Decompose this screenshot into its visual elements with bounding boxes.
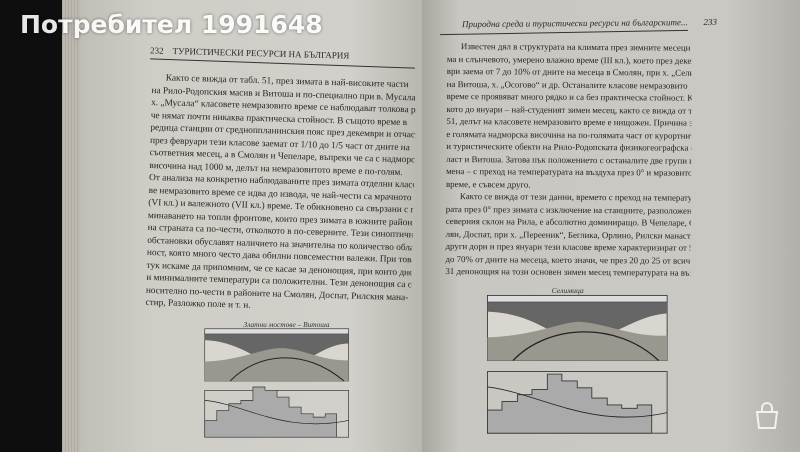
right-figure: Селимица xyxy=(487,286,668,434)
right-page-number: 233 xyxy=(703,16,718,28)
hatched-area xyxy=(487,321,668,361)
left-page-number: 232 xyxy=(149,45,164,56)
background-dark xyxy=(0,0,62,452)
right-page-text: Известен дял в структурата на климата пр… xyxy=(445,40,692,279)
text-line: време се проявяват много рядко и са без … xyxy=(446,90,692,103)
text-line: Известен дял в структурата на климата пр… xyxy=(460,41,692,53)
text-line: 31 денонощия на този основен зимен месец… xyxy=(445,265,691,278)
right-header-title: Природна среда и туристически ресурси на… xyxy=(461,17,688,30)
hatched-area xyxy=(204,348,349,381)
bazar-logo xyxy=(740,402,794,448)
left-figure: Златни мостове – Витоша xyxy=(204,320,349,438)
right-page xyxy=(422,0,800,452)
month-header-row xyxy=(487,294,668,303)
curve xyxy=(229,357,345,382)
precip-line xyxy=(204,400,349,425)
precip-bars xyxy=(487,373,653,434)
left-page-text: Както се вижда от табл. 51, през зимата … xyxy=(145,72,417,317)
text-line: Както се вижда от тези данни, времето с … xyxy=(459,191,691,203)
watermark-user: Потребител 1991648 xyxy=(20,10,323,39)
right-figure-title: Селимица xyxy=(552,286,584,295)
curve xyxy=(512,331,660,361)
month-header-row xyxy=(204,328,349,335)
left-figure-title: Златни мостове – Витоша xyxy=(244,320,330,329)
text-line: и туристическите обекти на Рило-Родопска… xyxy=(446,140,692,153)
text-line: ври заема от 7 до 10% от дните на месеца… xyxy=(446,65,692,78)
precip-line xyxy=(487,386,668,418)
bag-icon xyxy=(755,402,779,429)
text-line: мена – с преход на температурата на възд… xyxy=(446,165,692,178)
page-edges xyxy=(62,0,80,452)
text-line: 51, делът на класовете немразовито време… xyxy=(446,115,692,128)
precip-bars xyxy=(204,386,337,438)
text-line: северния склон на Рила, е абсолютно доми… xyxy=(445,215,691,228)
text-line: други дори и през януари тези класове вр… xyxy=(445,240,691,253)
